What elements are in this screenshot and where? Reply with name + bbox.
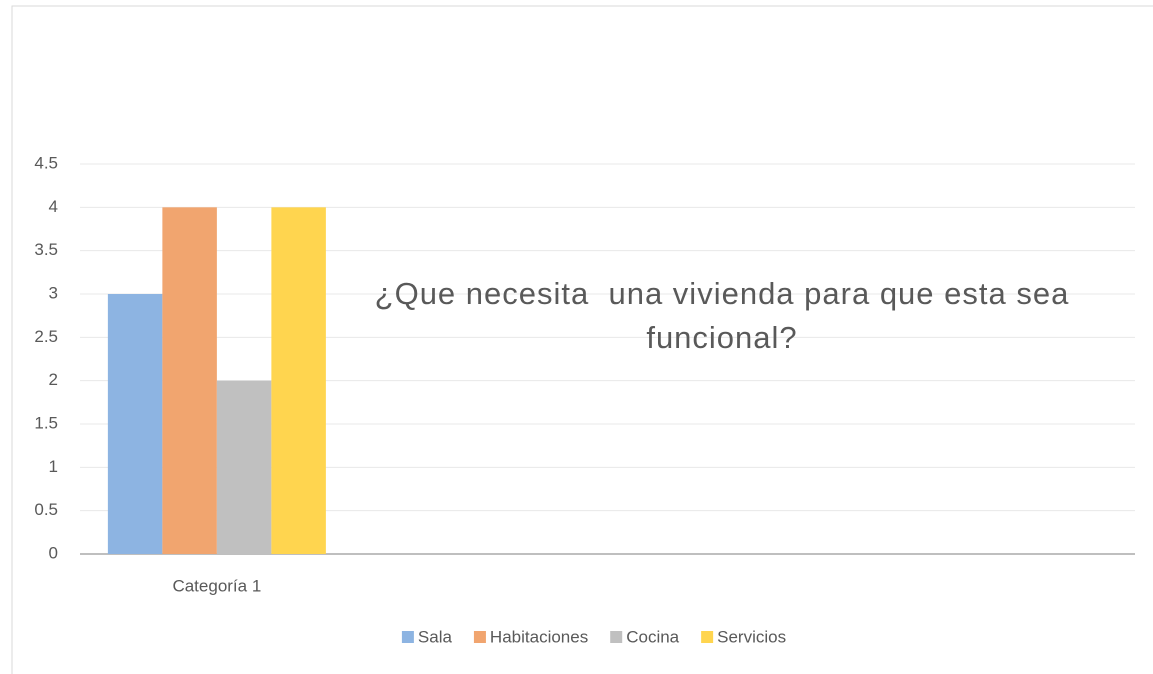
chart-title-line: funcional? <box>646 320 797 355</box>
y-tick-label: 1 <box>49 457 58 476</box>
y-tick-label: 0 <box>49 543 58 562</box>
y-tick-label: 0.5 <box>34 500 58 519</box>
bar <box>107 294 163 554</box>
legend-label: Sala <box>418 627 453 646</box>
chart-title: ¿Que necesita una vivienda para que esta… <box>375 276 1070 355</box>
x-tick-label: Categoría 1 <box>172 576 261 595</box>
legend-label: Servicios <box>717 627 786 646</box>
y-tick-label: 4.5 <box>34 153 58 172</box>
chart-border <box>11 5 1153 674</box>
y-tick-label: 3 <box>49 283 58 302</box>
legend-swatch <box>401 631 414 643</box>
legend-label: Cocina <box>626 627 679 646</box>
legend-swatch <box>701 631 714 643</box>
y-tick-label: 4 <box>49 197 58 216</box>
legend: Sala Habitaciones Cocina Servicios <box>401 627 786 646</box>
legend-swatch <box>610 631 623 643</box>
bar <box>271 207 326 555</box>
legend-swatch <box>473 631 486 643</box>
bar <box>216 380 272 554</box>
legend-label: Habitaciones <box>490 627 588 646</box>
y-tick-label: 3.5 <box>34 240 58 259</box>
chart-title-line: ¿Que necesita una vivienda para que esta… <box>375 276 1070 311</box>
y-tick-label: 2.5 <box>34 327 58 346</box>
y-tick-label: 2 <box>49 370 58 389</box>
bar <box>162 207 217 555</box>
y-tick-label: 1.5 <box>34 413 58 432</box>
